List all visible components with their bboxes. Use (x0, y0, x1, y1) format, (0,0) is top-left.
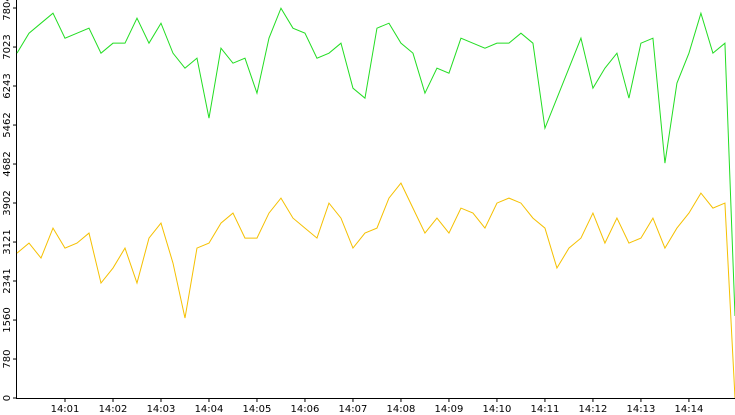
y-tick-label: 6243 (2, 73, 13, 98)
y-tick-label: 3121 (2, 229, 13, 254)
x-tick-label: 14:14 (675, 404, 704, 415)
y-tick-label: 1560 (2, 307, 13, 332)
y-tick-label: 5462 (2, 112, 13, 137)
x-tick-label: 14:07 (339, 404, 368, 415)
x-tick-label: 14:11 (531, 404, 560, 415)
y-tick-label: 3902 (2, 190, 13, 215)
x-tick-label: 14:05 (243, 404, 272, 415)
y-tick-label: 2341 (2, 268, 13, 293)
y-tick-label: 0 (2, 395, 13, 401)
series-line (16, 182, 735, 399)
x-tick-label: 14:12 (579, 404, 608, 415)
x-tick-label: 14:02 (99, 404, 128, 415)
x-tick-label: 14:10 (483, 404, 512, 415)
x-tick-label: 14:04 (195, 404, 224, 415)
y-tick-label: 4682 (2, 151, 13, 176)
x-tick-label: 14:03 (147, 404, 176, 415)
y-tick-label: 7804 (2, 0, 13, 21)
x-tick-label: 14:08 (387, 404, 416, 415)
series-line (16, 7, 735, 317)
y-tick-label: 7023 (2, 34, 13, 59)
x-tick-label: 14:06 (291, 404, 320, 415)
x-tick-label: 14:09 (435, 404, 464, 415)
x-tick-label: 14:13 (627, 404, 656, 415)
x-tick-label: 14:01 (51, 404, 80, 415)
y-tick-label: 780 (2, 349, 13, 368)
